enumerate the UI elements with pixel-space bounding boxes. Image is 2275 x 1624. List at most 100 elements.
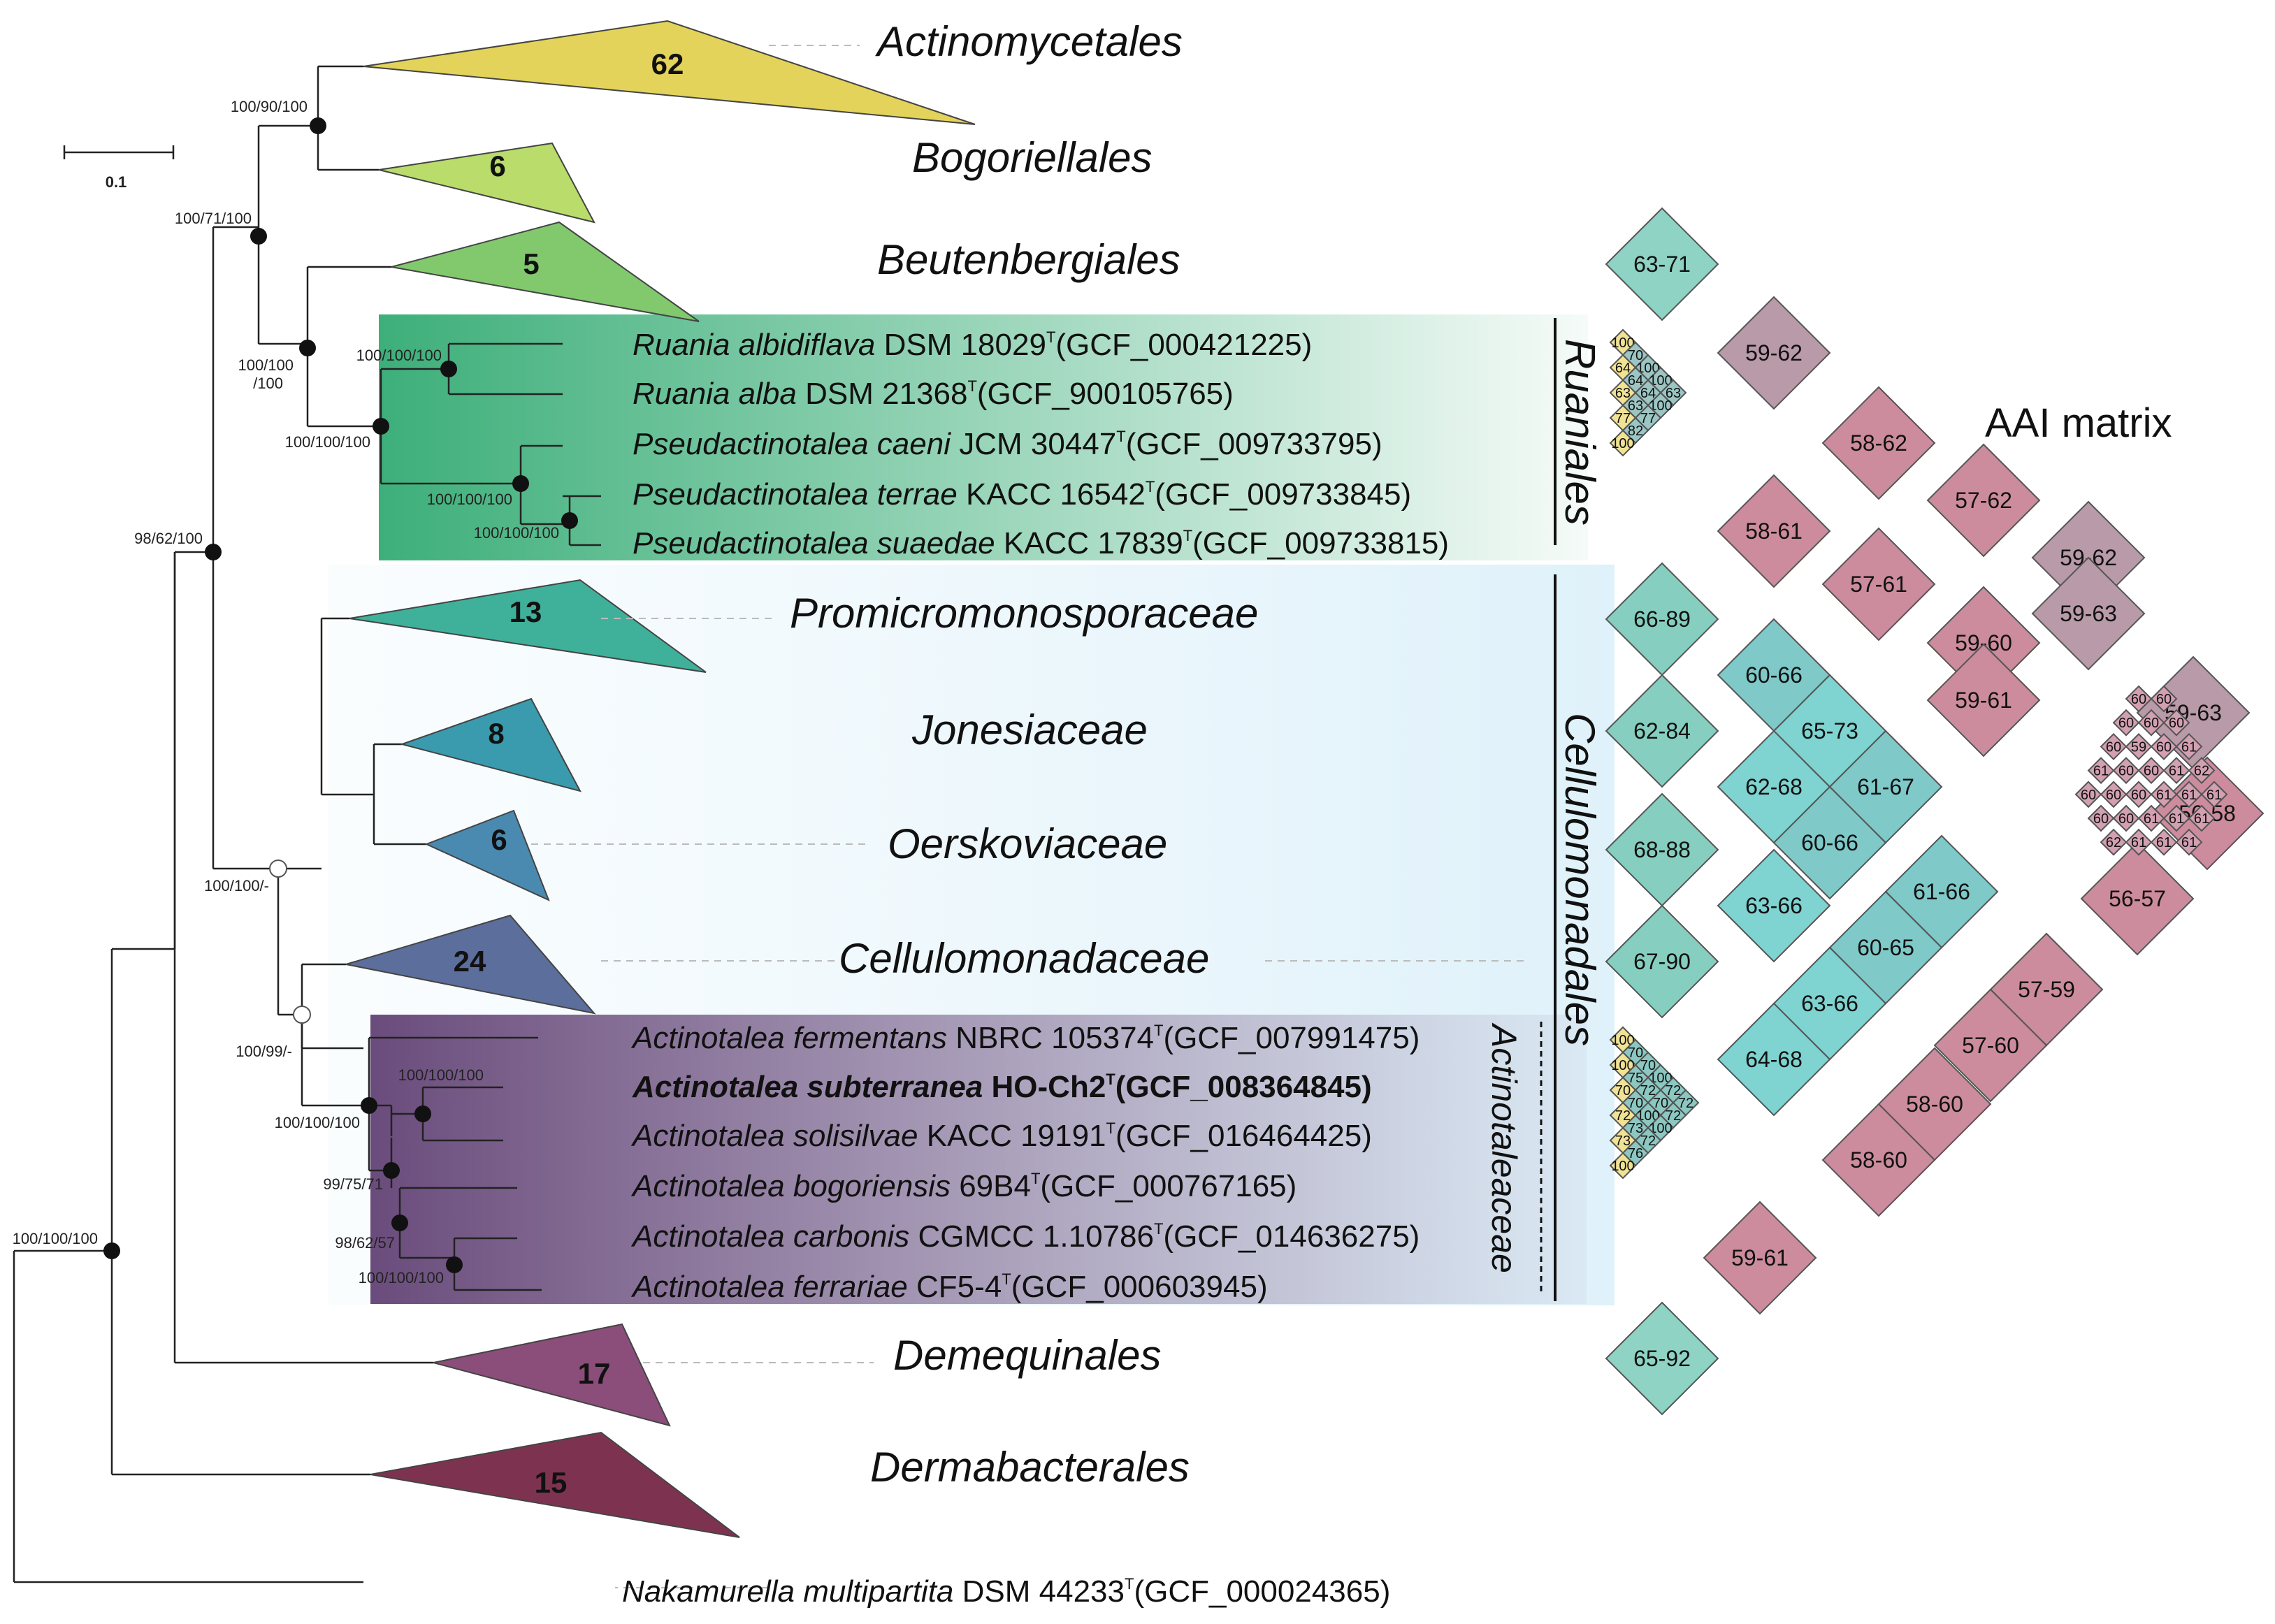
aai-cellulomonadaceae-subcell — [2100, 781, 2128, 809]
bootstrap-label: 100/100 — [238, 356, 294, 374]
clade-triangle-beutenbergiales — [391, 221, 700, 322]
scale-bar-label: 0.1 — [106, 173, 127, 191]
aai-cellulomonadaceae-subcell — [2188, 757, 2216, 785]
aai-matrix: 63-71 66-89 62-84 68-88 67-90 65-92 59-62 58-62… — [1605, 207, 2265, 1416]
aai-actinotalea-subcell-label: 72 — [1640, 1083, 1656, 1099]
aai-diagonal-cell — [1605, 1301, 1719, 1416]
aai-cellulomonadaceae-subcell-label: 61 — [2169, 764, 2184, 779]
aai-cellulomonadaceae-subcell-label: 61 — [2181, 788, 2197, 803]
aai-cell-label: 57-61 — [1850, 572, 1907, 597]
aai-cell — [1821, 1103, 1936, 1217]
bootstrap-label: 100/100/100 — [474, 524, 559, 542]
aai-actinotalea-subcell-label: 73 — [1628, 1121, 1643, 1136]
aai-cellulomonadaceae-subcell — [2175, 732, 2203, 760]
aai-cell-label: 59-61 — [1731, 1245, 1789, 1270]
aai-cell-label: 57-60 — [1962, 1033, 2019, 1058]
aai-cellulomonadaceae-subcell — [2125, 828, 2153, 856]
clade-count-cellulomonadaceae: 24 — [454, 945, 486, 978]
aai-cellulomonadaceae-subcell — [2175, 781, 2203, 809]
aai-cellulomonadaceae-subcell-label: 60 — [2144, 716, 2159, 731]
bootstrap-label: /100 — [253, 375, 283, 392]
group-brackets: Ruaniales Cellulomonadales Actinotaleace… — [1485, 318, 1603, 1301]
clade-triangle-oerskoviaceae — [424, 809, 550, 901]
bootstrap-label: 100/100/100 — [398, 1066, 484, 1084]
aai-cell — [1717, 296, 1831, 410]
bootstrap-label: 100/100/100 — [356, 347, 442, 364]
aai-diagonal-cell-label: 66-89 — [1633, 607, 1691, 632]
aai-cell — [1772, 785, 1887, 900]
aai-cellulomonadaceae-subcell-label: 60 — [2118, 811, 2134, 827]
aai-cellulomonadaceae-subcell-label: 60 — [2093, 811, 2109, 827]
aai-cellulomonadaceae-subcell-label: 60 — [2156, 692, 2172, 707]
bootstrap-label: 100/100/100 — [359, 1269, 444, 1286]
node-markers — [103, 117, 578, 1273]
aai-cell-label: 60-66 — [1801, 830, 1858, 855]
aai-ruania-subcell-label: 77 — [1615, 411, 1631, 426]
aai-cellulomonadaceae-subcell — [2100, 732, 2128, 760]
ruaniales-species-list: Ruania albidiflava DSM 18029T(GCF_000421… — [633, 328, 1449, 560]
aai-actinotalea-subcell-label: 70 — [1653, 1096, 1668, 1111]
aai-actinotalea-subcell-label: 100 — [1649, 1121, 1672, 1136]
bootstrap-label: 98/62/100 — [134, 530, 203, 547]
aai-cellulomonadaceae-subcell — [2125, 732, 2153, 760]
aai-cellulomonadaceae-subcell-label: 60 — [2169, 716, 2184, 731]
species-label-highlighted: Actinotalea subterranea HO-Ch2T(GCF_0083… — [632, 1070, 1372, 1104]
aai-diagonal-cell-label: 62-84 — [1633, 718, 1691, 744]
aai-cell — [2080, 841, 2195, 956]
aai-ruania-subcell-label: 100 — [1649, 398, 1672, 414]
aai-cellulomonadaceae-subcell — [2200, 781, 2228, 809]
clade-count-oerskoviaceae: 6 — [491, 823, 507, 856]
aai-cellulomonadaceae-subcell — [2087, 804, 2115, 832]
aai-actinotalea-subcell-label: 100 — [1611, 1033, 1634, 1048]
aai-cell — [2031, 556, 2146, 671]
aai-cellulomonadaceae-subcell-label: 62 — [2194, 764, 2209, 779]
bootstrap-label: 100/100/100 — [275, 1114, 360, 1131]
aai-cell-label: 63-66 — [1745, 893, 1803, 918]
aai-actinotalea-subcell-label: 100 — [1649, 1071, 1672, 1086]
order-label-promicromonosporaceae: Promicromonosporaceae — [790, 590, 1258, 637]
clade-triangle-cellulomonadaceae — [345, 914, 596, 1015]
bootstrap-label: 99/75/71 — [323, 1175, 383, 1193]
aai-cell-label: 63-66 — [1801, 991, 1858, 1016]
aai-cellulomonadaceae-subcell-label: 60 — [2118, 764, 2134, 779]
aai-cellulomonadaceae-subcell-label: 60 — [2106, 739, 2121, 755]
aai-cell-label: 58-62 — [1850, 430, 1907, 456]
aai-cellulomonadaceae-subcell-label: 60 — [2118, 716, 2134, 731]
clade-count-dermabacterales: 15 — [535, 1466, 568, 1499]
aai-cellulomonadaceae-subcell — [2162, 709, 2190, 737]
aai-actinotalea-subcell-label: 70 — [1628, 1045, 1643, 1061]
aai-cellulomonadaceae-subcell — [2150, 732, 2178, 760]
aai-actinotalea-subcell-label: 75 — [1628, 1071, 1643, 1086]
order-label-bogoriellales: Bogoriellales — [912, 134, 1153, 181]
aai-diagonal-cell-label: 65-92 — [1633, 1346, 1691, 1371]
ruaniales-highlight-box — [379, 314, 1588, 560]
clade-triangle-promicromonosporaceae — [349, 579, 707, 673]
aai-cellulomonadaceae-subcell — [2100, 828, 2128, 856]
aai-cellulomonadaceae-subcell-label: 60 — [2156, 739, 2172, 755]
aai-cellulomonadaceae-subcell — [2137, 804, 2165, 832]
actinotaleaceae-species-list: Actinotalea fermentans NBRC 105374T(GCF_… — [630, 1021, 1420, 1304]
bootstrap-label: 100/90/100 — [231, 98, 308, 115]
aai-actinotalea-subcell-label: 76 — [1628, 1146, 1643, 1161]
aai-cellulomonadaceae-subcell — [2137, 709, 2165, 737]
aai-ruania-subcell-label: 63 — [1666, 386, 1681, 401]
aai-ruania-subcell — [1609, 429, 1637, 457]
aai-cellulomonadaceae-subcell — [2087, 757, 2115, 785]
aai-matrix-label: AAI matrix — [1985, 400, 2172, 446]
aai-cell — [1821, 527, 1936, 641]
aai-cell-label: 60-66 — [1745, 662, 1803, 688]
aai-cell-label: 58-60 — [1906, 1092, 1963, 1117]
aai-ruania-subcell-label: 63 — [1628, 398, 1643, 414]
order-label-beutenbergiales: Beutenbergiales — [877, 236, 1180, 283]
species-label: Pseudactinotalea terrae KACC 16542T(GCF_… — [633, 477, 1411, 512]
species-label: Actinotalea fermentans NBRC 105374T(GCF_… — [630, 1021, 1420, 1055]
aai-actinotalea-subcell-label: 70 — [1615, 1083, 1631, 1099]
aai-cellulomonadaceae-subcell-label: 61 — [2144, 811, 2159, 827]
aai-cellulomonadaceae-subcell-label: 61 — [2156, 788, 2172, 803]
clade-triangle-bogoriellales — [378, 142, 595, 224]
aai-ruania-subcell-label: 70 — [1628, 348, 1643, 363]
aai-ruania-subcell-label: 64 — [1640, 386, 1656, 401]
aai-cell-label: 58-61 — [1745, 519, 1803, 544]
species-label: Ruania alba DSM 21368T(GCF_900105765) — [633, 377, 1234, 411]
